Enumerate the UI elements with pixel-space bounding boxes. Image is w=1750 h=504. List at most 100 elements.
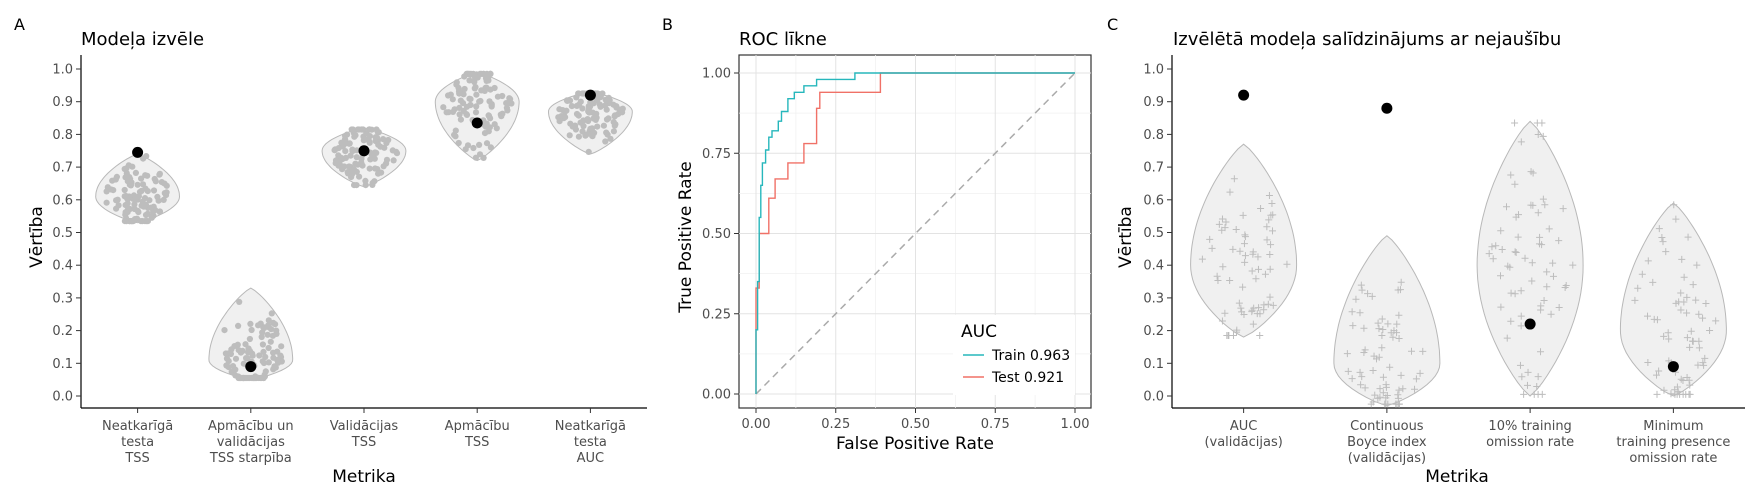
- panel-c-null-point: [1649, 278, 1657, 286]
- panel-a-model-point: [225, 364, 232, 371]
- panel-c-null-point: [1672, 299, 1680, 307]
- panel-b-legend-label: Train 0.963: [991, 348, 1070, 364]
- panel-c-null-point: [1672, 215, 1680, 223]
- panel-c-null-point: [1512, 249, 1520, 257]
- panel-a-model-point: [480, 154, 487, 161]
- panel-a-model-point: [156, 170, 163, 177]
- panel-a-model-point: [238, 374, 245, 382]
- panel-c-null-point: [1395, 311, 1403, 319]
- panel-c-null-point: [1680, 298, 1688, 306]
- panel-a-model-point: [375, 129, 382, 136]
- panel-a-model-point: [115, 202, 122, 209]
- panel-a-model-point: [462, 146, 469, 153]
- panel-a-model-point: [353, 147, 360, 154]
- panel-c-null-point: [1395, 386, 1403, 394]
- panel-c-null-point: [1369, 398, 1377, 406]
- panel-c-null-point: [1218, 317, 1226, 325]
- panel-a-model-point: [141, 218, 149, 225]
- panel-c-null-point: [1517, 287, 1525, 295]
- panel-c-null-point: [1539, 195, 1547, 203]
- panel-a-model-point: [140, 155, 147, 162]
- panel-a-model-point: [132, 169, 139, 176]
- panel-c-null-point: [1687, 327, 1695, 335]
- panel-c-null-point: [1386, 363, 1394, 371]
- panel-c-null-point: [1348, 308, 1356, 316]
- panel-b-x-tick-label: 0.50: [901, 417, 930, 432]
- panel-c-null-point: [1660, 332, 1668, 340]
- panel-a-model-point: [331, 147, 338, 154]
- panel-c-null-point: [1497, 272, 1505, 280]
- panel-a-model-point: [342, 148, 349, 155]
- panel-c-null-point: [1677, 375, 1685, 383]
- panel-c-selected-point: [1524, 318, 1536, 330]
- panel-a-x-tick-label: testa: [574, 435, 607, 450]
- panel-a-model-point: [563, 97, 571, 104]
- panel-a-model-point: [275, 359, 282, 366]
- panel-c-null-point: [1378, 344, 1386, 352]
- panel-c-null-point: [1694, 361, 1702, 369]
- panel-a-model-point: [455, 84, 462, 91]
- panel-a-model-point: [260, 374, 267, 382]
- panel-c-null-point: [1214, 277, 1222, 285]
- panel-a-model-point: [265, 359, 272, 366]
- panel-a-model-point: [473, 91, 480, 98]
- panel-c-null-point: [1370, 352, 1378, 360]
- panel-c-null-point: [1534, 130, 1542, 138]
- panel-c-selected-point: [1667, 361, 1679, 373]
- panel-c-null-point: [1358, 373, 1366, 381]
- panel-a-model-point: [461, 85, 468, 93]
- panel-a-model-point: [508, 100, 515, 107]
- panel-c-selected-point: [1381, 102, 1393, 114]
- panel-a-model-point: [567, 120, 574, 127]
- panel-a-label: A: [14, 15, 25, 34]
- panel-a-model-point: [353, 168, 360, 175]
- panel-a-model-point: [371, 178, 378, 185]
- panel-c-null-point: [1678, 255, 1686, 263]
- panel-a-model-point: [371, 155, 378, 162]
- panel-c-null-point: [1226, 276, 1234, 284]
- panel-a-model-point: [562, 108, 569, 115]
- panel-a-model-point: [139, 198, 146, 205]
- panel-a-model-point: [585, 106, 592, 113]
- panel-a-x-tick-label: Apmācību: [445, 419, 510, 434]
- panel-c-null-point: [1514, 211, 1522, 219]
- panel-c-null-point: [1266, 265, 1274, 273]
- panel-c-null-point: [1689, 337, 1697, 345]
- panel-a-model-point: [365, 137, 373, 144]
- panel-c-null-point: [1569, 261, 1577, 269]
- panel-a-model-point: [246, 335, 253, 343]
- panel-c-y-tick-label: 0.9: [1143, 95, 1164, 110]
- panel-a-model-point: [457, 97, 464, 104]
- panel-c-null-point: [1392, 400, 1400, 408]
- panel-a-model-point: [467, 101, 474, 109]
- panel-a-model-point: [617, 106, 625, 113]
- panel-c-null-point: [1266, 251, 1274, 259]
- panel-a-model-point: [349, 126, 356, 133]
- panel-c-null-point: [1523, 381, 1531, 389]
- panel-a-model-point: [597, 93, 604, 100]
- panel-c-null-point: [1634, 284, 1642, 292]
- panel-c-null-point: [1555, 303, 1563, 311]
- panel-a-model-point: [351, 133, 358, 140]
- panel-c-null-point: [1260, 301, 1268, 309]
- panel-a-model-point: [449, 108, 457, 115]
- panel-c-selected-point: [1238, 89, 1250, 101]
- panel-a-y-tick-label: 0.4: [52, 259, 73, 274]
- panel-c-null-point: [1535, 240, 1543, 248]
- panel-c-null-point: [1213, 272, 1221, 280]
- panel-c-null-point: [1662, 248, 1670, 256]
- panel-c-null-point: [1518, 373, 1526, 381]
- panel-c-null-point: [1706, 326, 1714, 334]
- panel-c-null-point: [1644, 257, 1652, 265]
- panel-a-model-point: [583, 131, 590, 138]
- panel-a-model-point: [473, 103, 480, 110]
- panel-a-model-point: [278, 343, 285, 350]
- panel-a-model-point: [466, 77, 473, 84]
- panel-a-model-point: [247, 320, 254, 327]
- panel-c-null-point: [1360, 348, 1368, 356]
- panel-c-null-point: [1248, 267, 1256, 275]
- panel-a-model-point: [380, 163, 387, 170]
- panel-a-model-point: [478, 70, 485, 77]
- panel-c-violin: [1333, 235, 1441, 407]
